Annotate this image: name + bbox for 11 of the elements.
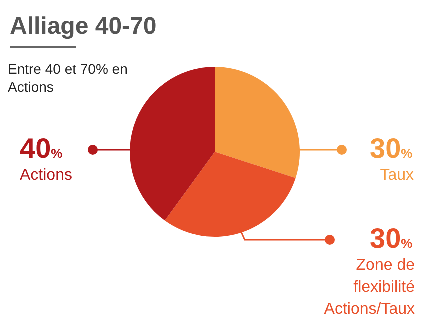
data-label: 30%	[370, 223, 414, 254]
pie-slice	[165, 152, 296, 237]
pie-slice	[130, 67, 215, 221]
pie-slice	[215, 67, 300, 178]
slice-label: Actions	[20, 167, 72, 184]
data-label: 30%	[370, 133, 414, 164]
chart-subtitle: Entre 40 et 70% en Actions	[8, 61, 128, 95]
data-label: 40%	[20, 133, 64, 164]
legend-label: Zone de flexibilité Actions/Taux	[324, 257, 416, 318]
chart-title: Alliage 40-70	[10, 13, 157, 40]
slice-label: Taux	[380, 167, 414, 184]
